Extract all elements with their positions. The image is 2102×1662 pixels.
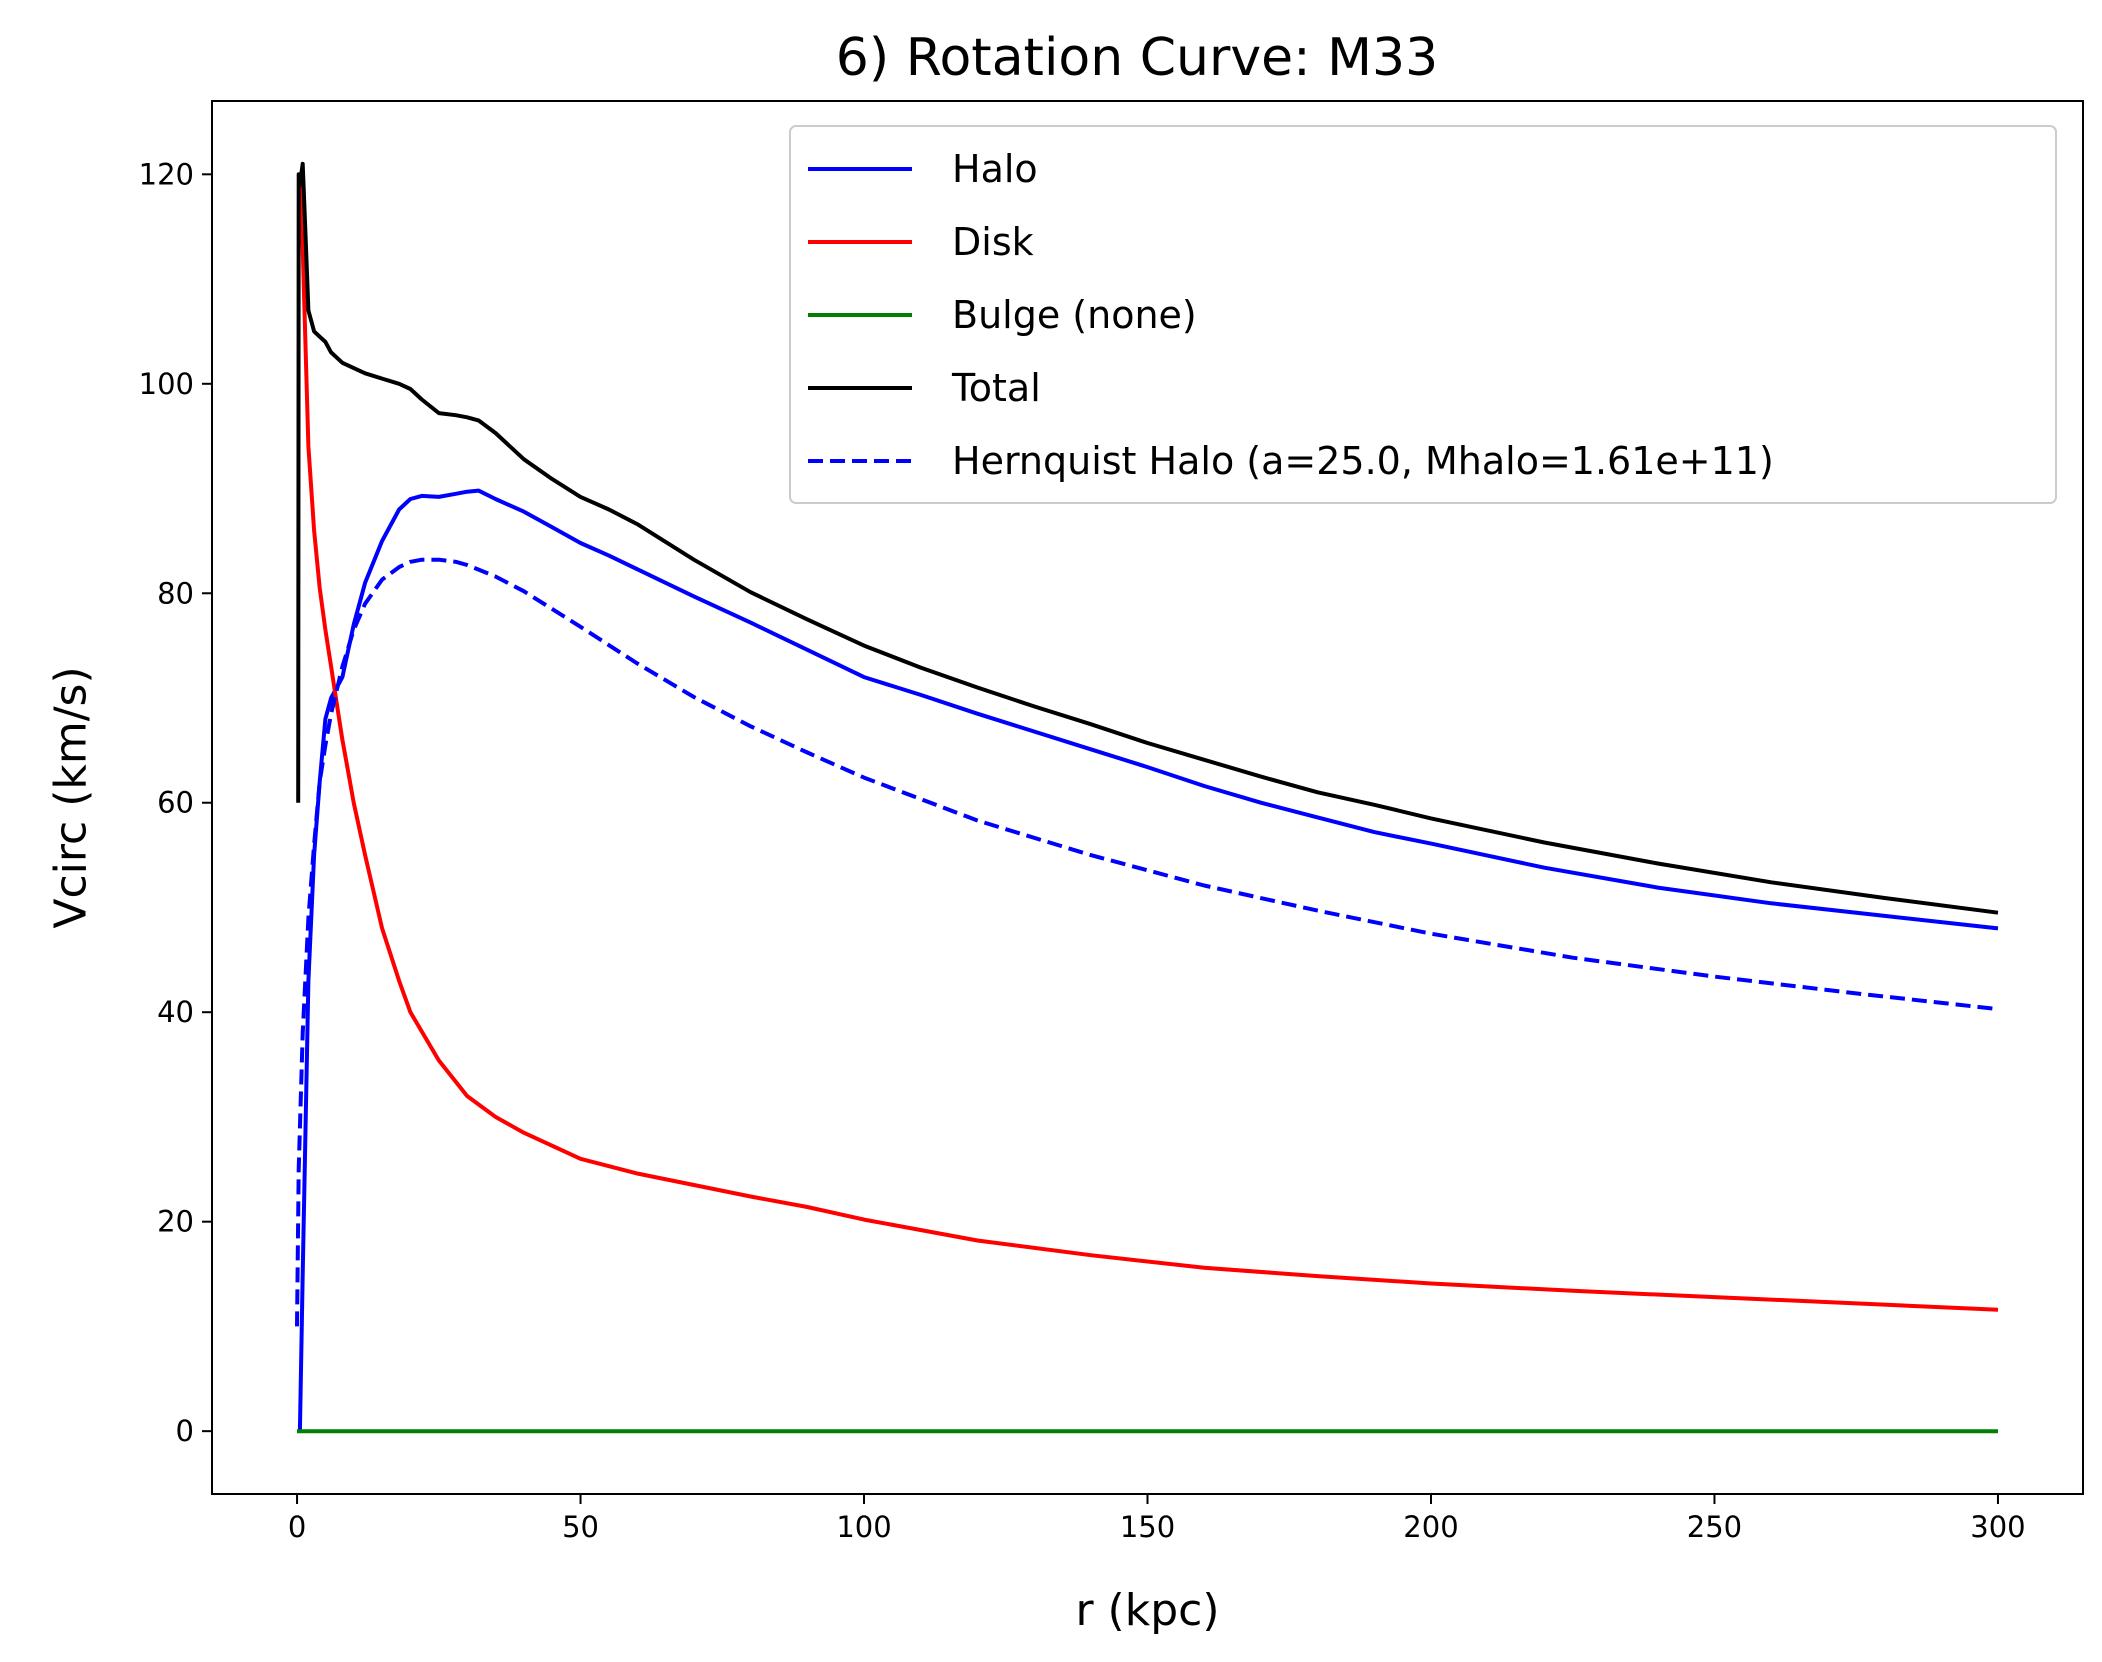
- legend-label: Bulge (none): [952, 293, 1197, 337]
- series-line-1: [297, 174, 1999, 1312]
- series-line-3: [296, 161, 1999, 915]
- x-axis: 0 50 100 150 200 250 300: [288, 1494, 2026, 1544]
- y-tick-label: 120: [139, 157, 194, 191]
- legend-label: Hernquist Halo (a=25.0, Mhalo=1.61e+11): [952, 439, 1774, 483]
- series-layer: [295, 161, 1999, 1434]
- legend-label: Total: [951, 366, 1041, 410]
- x-tick-label: 150: [1120, 1510, 1175, 1544]
- x-tick-label: 100: [836, 1510, 891, 1544]
- series-line-4: [295, 557, 1999, 1327]
- legend-label: Disk: [952, 220, 1034, 264]
- y-tick-label: 80: [157, 576, 194, 610]
- x-tick-label: 200: [1403, 1510, 1458, 1544]
- x-tick-label: 50: [562, 1510, 599, 1544]
- y-tick-label: 60: [157, 786, 194, 820]
- legend: Halo Disk Bulge (none) Total Hernquist Halo …: [789, 125, 2057, 504]
- y-axis: 0 20 40 60 80 100 120: [139, 157, 212, 1448]
- x-tick-label: 300: [1970, 1510, 2025, 1544]
- series-line-0: [297, 488, 1999, 1432]
- y-tick-label: 40: [157, 995, 194, 1029]
- x-tick-label: 250: [1687, 1510, 1742, 1544]
- y-axis-label: Vcirc (km/s): [45, 666, 96, 928]
- legend-label: Halo: [952, 147, 1038, 191]
- x-tick-label: 0: [288, 1510, 306, 1544]
- y-tick-label: 100: [139, 367, 194, 401]
- chart-title: 6) Rotation Curve: M33: [836, 28, 1438, 88]
- x-axis-label: r (kpc): [1075, 1585, 1219, 1636]
- legend-box: [789, 125, 2057, 504]
- y-tick-label: 20: [157, 1205, 194, 1239]
- y-tick-label: 0: [176, 1414, 194, 1448]
